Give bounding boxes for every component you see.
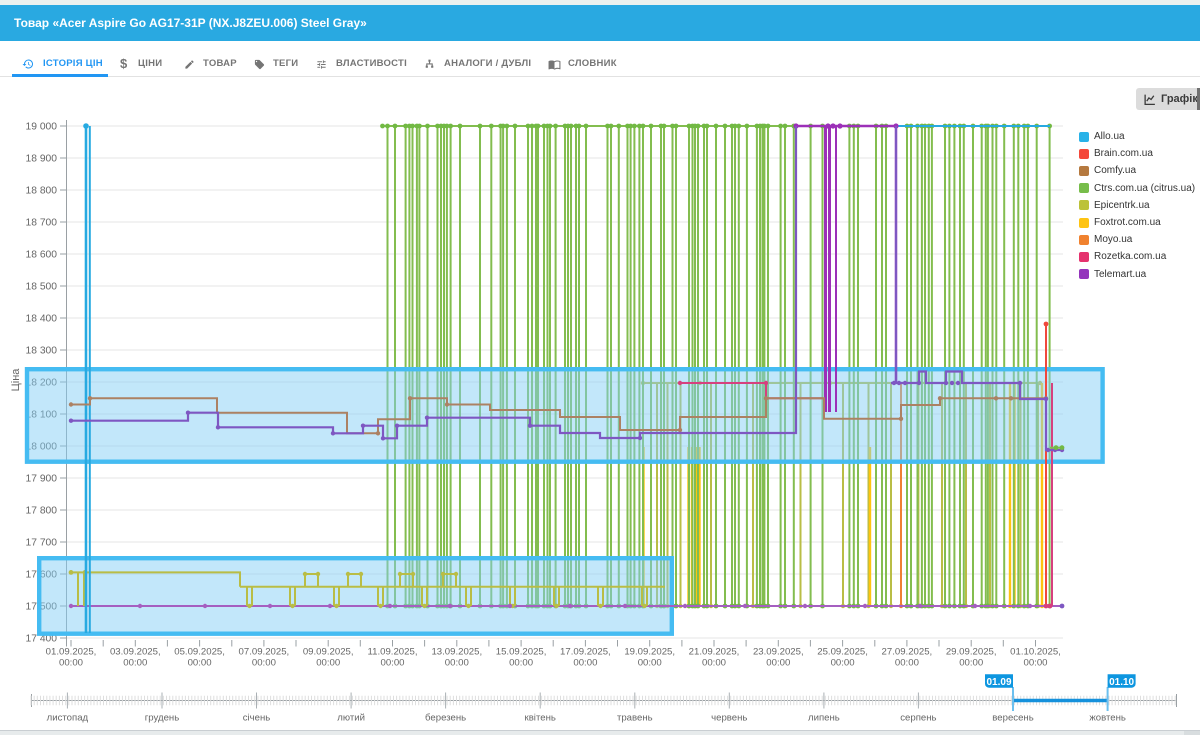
svg-text:квітень: квітень [525,713,556,724]
svg-text:00:00: 00:00 [831,658,855,669]
svg-text:18 900: 18 900 [26,154,58,165]
svg-text:17 400: 17 400 [26,634,58,645]
svg-text:18 200: 18 200 [26,378,58,389]
svg-text:травень: травень [617,713,653,724]
svg-text:00:00: 00:00 [509,658,533,669]
svg-text:18 400: 18 400 [26,314,58,325]
svg-text:18 500: 18 500 [26,282,58,293]
svg-text:01.09.2025,: 01.09.2025, [46,647,97,658]
svg-text:00:00: 00:00 [766,658,790,669]
svg-text:00:00: 00:00 [445,658,469,669]
svg-text:серпень: серпень [900,713,936,724]
svg-text:09.09.2025,: 09.09.2025, [303,647,354,658]
svg-text:01.09: 01.09 [986,677,1011,688]
svg-text:17 700: 17 700 [26,538,58,549]
svg-text:00:00: 00:00 [123,658,147,669]
svg-text:19 000: 19 000 [26,122,58,133]
svg-text:27.09.2025,: 27.09.2025, [882,647,933,658]
svg-text:березень: березень [425,713,466,724]
svg-text:00:00: 00:00 [573,658,597,669]
svg-text:11.09.2025,: 11.09.2025, [368,647,418,658]
svg-text:17 900: 17 900 [26,474,58,485]
svg-text:23.09.2025,: 23.09.2025, [753,647,804,658]
svg-text:18 100: 18 100 [26,410,58,421]
svg-text:00:00: 00:00 [316,658,340,669]
svg-text:19.09.2025,: 19.09.2025, [624,647,675,658]
svg-text:липень: липень [808,713,840,724]
svg-text:01.10.2025,: 01.10.2025, [1010,647,1061,658]
svg-text:07.09.2025,: 07.09.2025, [239,647,290,658]
svg-text:листопад: листопад [47,713,89,724]
svg-text:00:00: 00:00 [380,658,404,669]
svg-text:21.09.2025,: 21.09.2025, [689,647,740,658]
svg-text:00:00: 00:00 [59,658,83,669]
svg-text:03.09.2025,: 03.09.2025, [110,647,161,658]
svg-text:вересень: вересень [992,713,1033,724]
svg-text:00:00: 00:00 [638,658,662,669]
svg-text:29.09.2025,: 29.09.2025, [946,647,997,658]
svg-text:18 300: 18 300 [26,346,58,357]
svg-text:17.09.2025,: 17.09.2025, [560,647,611,658]
svg-text:00:00: 00:00 [702,658,726,669]
svg-text:00:00: 00:00 [959,658,983,669]
svg-text:Ціна: Ціна [10,368,22,392]
svg-text:00:00: 00:00 [252,658,276,669]
svg-text:18 000: 18 000 [26,442,58,453]
svg-text:червень: червень [711,713,747,724]
svg-text:25.09.2025,: 25.09.2025, [817,647,868,658]
svg-text:15.09.2025,: 15.09.2025, [496,647,547,658]
svg-text:18 600: 18 600 [26,250,58,261]
svg-text:05.09.2025,: 05.09.2025, [174,647,225,658]
svg-text:жовтень: жовтень [1089,713,1126,724]
svg-text:17 800: 17 800 [26,506,58,517]
svg-text:01.10: 01.10 [1109,677,1134,688]
svg-text:00:00: 00:00 [1023,658,1047,669]
svg-text:грудень: грудень [145,713,179,724]
svg-text:00:00: 00:00 [895,658,919,669]
svg-text:січень: січень [243,713,271,724]
svg-text:18 800: 18 800 [26,186,58,197]
svg-text:лютий: лютий [337,713,365,724]
svg-text:00:00: 00:00 [188,658,212,669]
svg-text:13.09.2025,: 13.09.2025, [431,647,482,658]
svg-text:18 700: 18 700 [26,218,58,229]
